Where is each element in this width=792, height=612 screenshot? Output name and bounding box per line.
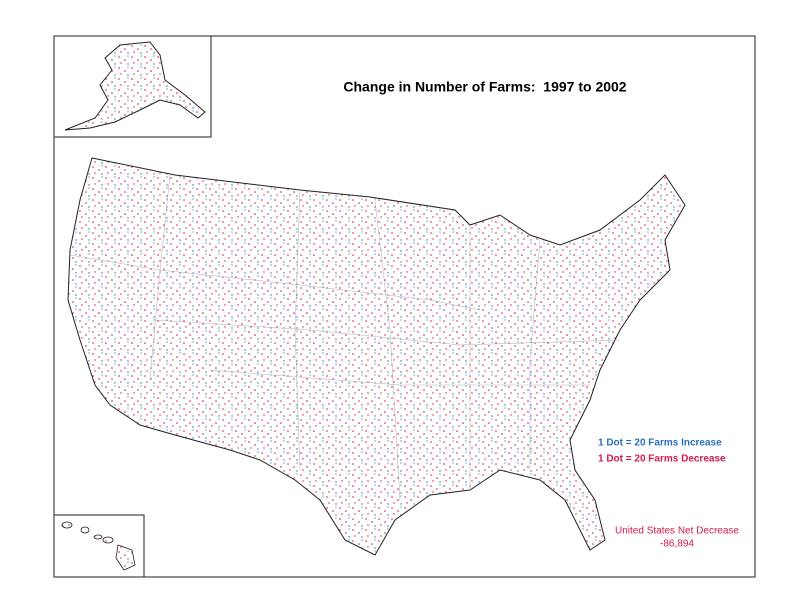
map-title: Change in Number of Farms: 1997 to 2002: [343, 79, 626, 95]
net-label: United States Net Decrease: [615, 526, 739, 537]
state-lines: [69, 174, 621, 501]
net-value: -86,894: [660, 539, 694, 550]
hawaii-inset: [53, 514, 145, 578]
alaska-outline: [64, 41, 206, 131]
alaska-inset: [53, 35, 212, 138]
legend-increase: 1 Dot = 20 Farms Increase: [598, 438, 722, 449]
hawaii-islands: [61, 521, 136, 571]
us-outline: [67, 157, 686, 556]
map-frame: [53, 35, 756, 578]
legend-decrease: 1 Dot = 20 Farms Decrease: [598, 454, 726, 465]
